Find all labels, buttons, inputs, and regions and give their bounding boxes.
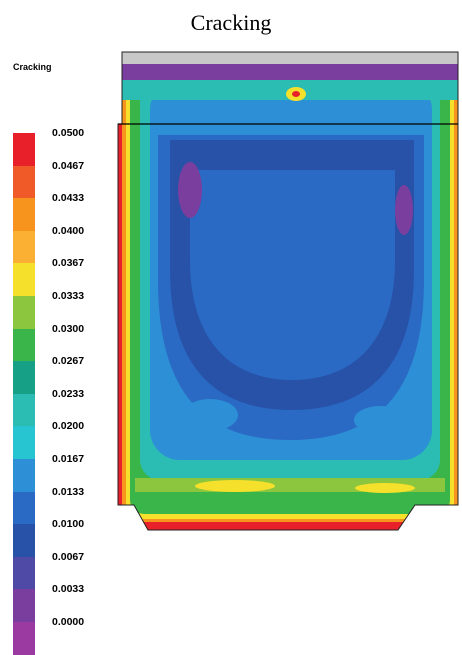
- legend-swatch: [13, 589, 35, 622]
- legend-item: 0.0500: [0, 127, 110, 166]
- legend-value: 0.0000: [52, 616, 85, 628]
- contour-spot-left: [178, 162, 202, 218]
- legend-swatch: [13, 296, 35, 329]
- legend-value: 0.0333: [52, 290, 85, 302]
- legend-value: 0.0233: [52, 387, 85, 400]
- legend-item: 0.0167: [0, 453, 110, 492]
- top-purple-band: [122, 64, 458, 80]
- legend-swatch: [13, 165, 35, 199]
- contour-blob-left: [182, 399, 238, 431]
- legend-swatch: [13, 459, 35, 492]
- legend-swatch: [13, 491, 35, 525]
- legend-swatch: [13, 361, 35, 394]
- legend-value: 0.0433: [52, 192, 85, 205]
- legend-item: 0.0433: [0, 192, 110, 231]
- bottom-warm-left: [195, 480, 275, 492]
- legend-item: 0.0333: [0, 290, 110, 329]
- top-gray-strip: [122, 52, 458, 66]
- legend-value: 0.0400: [52, 224, 85, 237]
- legend-item: 0.0133: [0, 486, 110, 525]
- legend-swatch: [13, 622, 35, 655]
- figure-title: Cracking: [190, 10, 272, 35]
- legend-item: 0.0267: [0, 355, 110, 394]
- legend-item: 0.0200: [0, 420, 110, 459]
- legend-swatch: [13, 133, 35, 166]
- contour-plot: [117, 51, 459, 531]
- plot-label: Cracking: [13, 62, 52, 72]
- legend-item: 0.0000: [0, 616, 110, 655]
- legend-swatch: [13, 426, 35, 459]
- contour-inner-core: [190, 170, 395, 380]
- bottom-warm-right: [355, 483, 415, 493]
- legend-item: 0.0400: [0, 225, 110, 264]
- top-hotspot-core: [292, 91, 300, 97]
- legend-swatch: [13, 393, 35, 427]
- legend-item: 0.0233: [0, 388, 110, 427]
- legend-value: 0.0500: [52, 127, 85, 139]
- legend-swatch: [13, 230, 35, 264]
- legend-value: 0.0100: [52, 518, 85, 531]
- legend-item: 0.0300: [0, 323, 110, 362]
- legend-value: 0.0200: [52, 420, 85, 433]
- legend-value: 0.0367: [52, 257, 85, 270]
- legend-item: 0.0367: [0, 257, 110, 296]
- legend-value: 0.0033: [52, 583, 85, 596]
- legend-value: 0.0067: [52, 550, 85, 563]
- legend-swatch: [13, 263, 35, 296]
- legend-value: 0.0267: [52, 355, 85, 368]
- legend-value: 0.0300: [52, 322, 85, 335]
- legend-value: 0.0467: [52, 159, 85, 172]
- contour-spot-right: [395, 185, 413, 235]
- legend-value: 0.0133: [52, 485, 85, 498]
- contour-blob-right: [354, 406, 406, 434]
- legend-value: 0.0167: [52, 453, 85, 465]
- legend-swatch: [13, 328, 35, 362]
- legend-swatch: [13, 198, 35, 231]
- legend-item: 0.0467: [0, 160, 110, 199]
- legend-swatch: [13, 556, 35, 590]
